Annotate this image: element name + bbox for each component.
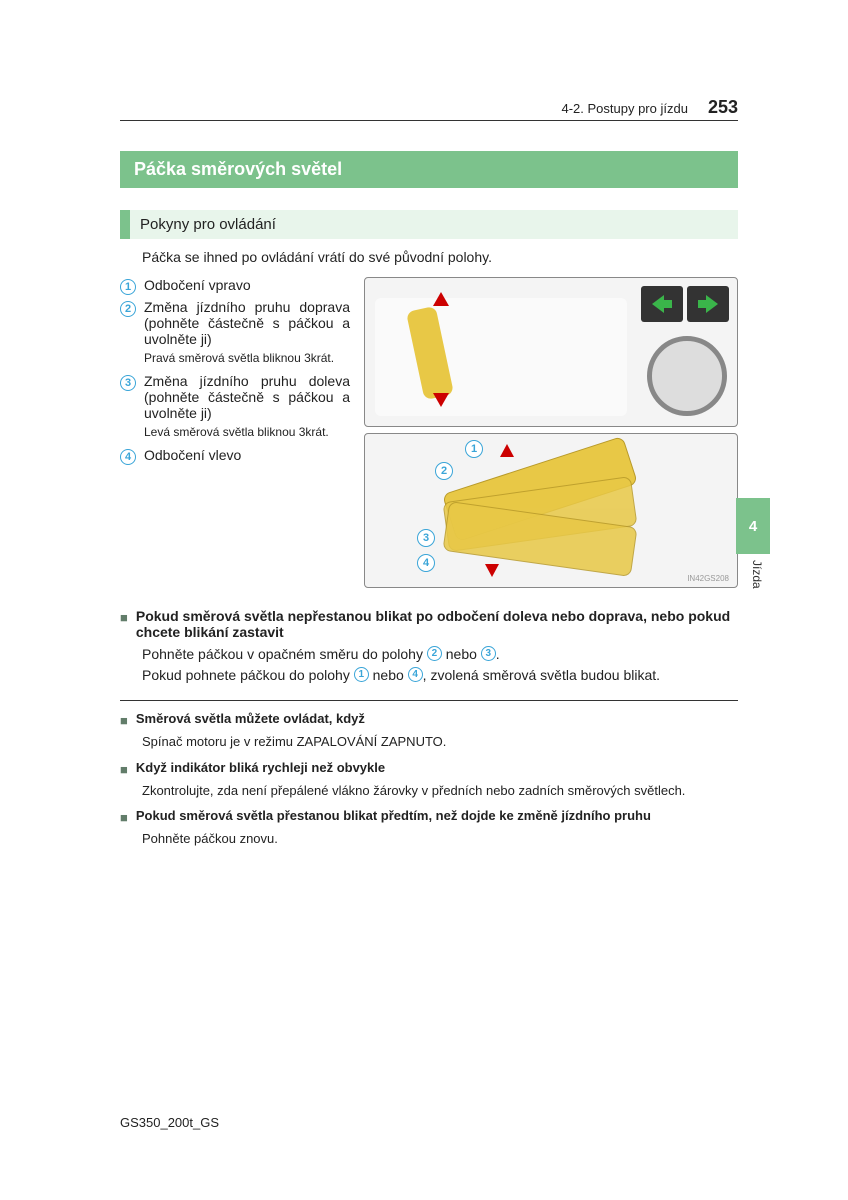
intro-text: Páčka se ihned po ovládání vrátí do své …: [142, 249, 738, 265]
bullet-body: Pohněte páčkou v opačném směru do polohy…: [142, 644, 738, 686]
item-text: Odbočení vlevo: [144, 447, 350, 465]
side-tab: 4: [736, 498, 770, 554]
ref-circle: 1: [354, 667, 369, 682]
arrow-down-icon: [433, 393, 449, 407]
footer: GS350_200t_GS: [120, 1115, 219, 1130]
steering-wheel-icon: [647, 336, 727, 416]
page: 4-2. Postupy pro jízdu 253 Páčka směrový…: [0, 0, 848, 917]
diagram-number: 1: [465, 440, 483, 458]
bullet-body: Spínač motoru je v režimu ZAPALOVÁNÍ ZAP…: [142, 732, 738, 752]
bullet-heading: ■ Pokud směrová světla přestanou blikat …: [120, 808, 738, 825]
number-circle: 1: [120, 279, 136, 295]
list-item: 2 Změna jízdního pruhu doprava (pohněte …: [120, 299, 350, 347]
bullet-heading-text: Když indikátor bliká rychleji než obvykl…: [136, 760, 385, 777]
arrow-up-icon: [433, 292, 449, 306]
bullet-heading-text: Pokud směrová světla přestanou blikat př…: [136, 808, 651, 825]
illustration-column: 1 2 3 4 IN42GS208: [364, 277, 738, 594]
ref-circle: 2: [427, 646, 442, 661]
page-number: 253: [708, 97, 738, 118]
illustration-top: [364, 277, 738, 427]
list-item: 4 Odbočení vlevo: [120, 447, 350, 465]
number-circle: 2: [120, 301, 136, 317]
page-title: Páčka směrových světel: [120, 151, 738, 188]
item-note: Levá směrová světla bliknou 3krát.: [144, 425, 350, 439]
list-item: 1 Odbočení vpravo: [120, 277, 350, 295]
arrow-icon: [500, 444, 514, 457]
list-item: 3 Změna jízdního pruhu doleva (pohněte č…: [120, 373, 350, 421]
text: , zvolená směrová světla budou blikat.: [423, 667, 660, 683]
diagram-number: 3: [417, 529, 435, 547]
bullet-body: Pohněte páčkou znovu.: [142, 829, 738, 849]
text: Pokud pohnete páčkou do polohy: [142, 667, 354, 683]
mid-bullet-section: ■ Pokud směrová světla nepřestanou blika…: [120, 608, 738, 686]
bullet-heading: ■ Pokud směrová světla nepřestanou blika…: [120, 608, 738, 640]
square-bullet-icon: ■: [120, 762, 128, 777]
diagram-number: 2: [435, 462, 453, 480]
bullet-body: Zkontrolujte, zda není přepálené vlákno …: [142, 781, 738, 801]
subheading: Pokyny pro ovládání: [120, 210, 738, 239]
bullet-heading: ■ Směrová světla můžete ovládat, když: [120, 711, 738, 728]
item-text: Změna jízdního pruhu doprava (pohněte čá…: [144, 299, 350, 347]
left-indicator-icon: [641, 286, 683, 322]
number-circle: 3: [120, 375, 136, 391]
ref-circle: 4: [408, 667, 423, 682]
lower-bullets: ■ Směrová světla můžete ovládat, když Sp…: [120, 711, 738, 849]
square-bullet-icon: ■: [120, 810, 128, 825]
numbered-list: 1 Odbočení vpravo 2 Změna jízdního pruhu…: [120, 277, 350, 594]
bullet-heading-text: Pokud směrová světla nepřestanou blikat …: [136, 608, 738, 640]
text: nebo: [442, 646, 481, 662]
indicator-box: [641, 286, 729, 322]
item-note: Pravá směrová světla bliknou 3krát.: [144, 351, 350, 365]
number-circle: 4: [120, 449, 136, 465]
side-label: Jízda: [750, 560, 764, 589]
ref-circle: 3: [481, 646, 496, 661]
illustration-code: IN42GS208: [687, 574, 729, 583]
bullet-heading: ■ Když indikátor bliká rychleji než obvy…: [120, 760, 738, 777]
header-section: 4-2. Postupy pro jízdu: [561, 101, 687, 116]
header-row: 4-2. Postupy pro jízdu 253: [561, 97, 738, 118]
square-bullet-icon: ■: [120, 610, 128, 640]
text: Pohněte páčkou v opačném směru do polohy: [142, 646, 427, 662]
diagram-number: 4: [417, 554, 435, 572]
item-text: Změna jízdního pruhu doleva (pohněte čás…: [144, 373, 350, 421]
content-row: 1 Odbočení vpravo 2 Změna jízdního pruhu…: [120, 277, 738, 594]
item-text: Odbočení vpravo: [144, 277, 350, 295]
text: nebo: [369, 667, 408, 683]
right-indicator-icon: [687, 286, 729, 322]
square-bullet-icon: ■: [120, 713, 128, 728]
divider: [120, 700, 738, 701]
bullet-heading-text: Směrová světla můžete ovládat, když: [136, 711, 365, 728]
arrow-icon: [485, 564, 499, 577]
header-divider: 4-2. Postupy pro jízdu 253: [120, 120, 738, 121]
text: .: [496, 646, 500, 662]
illustration-bottom: 1 2 3 4 IN42GS208: [364, 433, 738, 588]
